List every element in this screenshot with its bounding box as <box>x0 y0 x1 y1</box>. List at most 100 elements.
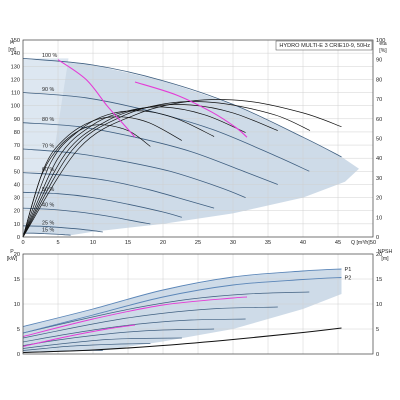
y-tick-label: 20 <box>14 252 20 258</box>
head-efficiency-panel: 100 % 90 % 80 % 70 % 60 % 50 % 40 % 25 % 15 % 0 10… <box>8 38 387 246</box>
y2-tick-label: 40 <box>376 156 382 162</box>
speed-curve-2 <box>22 122 278 185</box>
percent-label: 50 % <box>42 187 54 193</box>
y2-axis-label: eta <box>379 41 386 47</box>
y2-tick-label: 80 <box>376 77 382 83</box>
y-tick-label: 20 <box>14 209 20 215</box>
percent-label: 25 % <box>42 220 54 226</box>
y-tick-label: 40 <box>14 182 20 188</box>
speed-curve-8 <box>22 232 71 236</box>
y-tick-label: 130 <box>11 64 20 70</box>
y-axis-unit: [kW] <box>7 256 18 262</box>
y2-tick-label: 100 <box>376 38 385 44</box>
y2-tick-label: 30 <box>376 176 382 182</box>
x-tick-label: 50 <box>370 240 376 246</box>
y2-tick-label: 60 <box>376 117 382 123</box>
x-tick-label: 45 <box>335 240 341 246</box>
speed-curve-0 <box>22 58 342 158</box>
y2-tick-label: 20 <box>376 196 382 202</box>
x-axis-label: Q [m³/h] <box>351 240 370 246</box>
operating-range-area <box>23 58 359 236</box>
y2-tick-label: 20 <box>376 252 382 258</box>
y2-axis-unit: [m] <box>381 256 389 262</box>
y-tick-label: 0 <box>17 235 20 241</box>
power-curve-3 <box>22 328 215 346</box>
power-curve-2 <box>22 318 246 343</box>
y-tick-label: 0 <box>17 352 20 358</box>
y2-tick-label: 0 <box>376 352 379 358</box>
speed-curve-5 <box>22 191 183 218</box>
magenta-curve-0 <box>57 59 136 138</box>
y-tick-label: 10 <box>14 302 20 308</box>
y2-tick-label: 90 <box>376 58 382 64</box>
y-tick-label: 5 <box>17 327 20 333</box>
efficiency-curve-4 <box>22 110 215 238</box>
x-tick-label: 0 <box>21 240 24 246</box>
y-tick-label: 15 <box>14 277 20 283</box>
x-tick-label: 30 <box>230 240 236 246</box>
chart-title: HYDRO MULTI-E 3 CRIE10-9, 50Hz <box>279 43 370 49</box>
y2-tick-label: 5 <box>376 327 379 333</box>
y-tick-label: 80 <box>14 130 20 136</box>
efficiency-curve-6 <box>22 124 151 238</box>
x-tick-label: 20 <box>160 240 166 246</box>
x-tick-label: 15 <box>125 240 131 246</box>
y2-axis-unit: [%] <box>379 48 387 54</box>
x-tick-label: 25 <box>195 240 201 246</box>
x-tick-label: 10 <box>90 240 96 246</box>
series-label-p2: P2 <box>345 276 352 282</box>
y2-tick-label: 15 <box>376 277 382 283</box>
speed-curve-7 <box>22 225 103 233</box>
efficiency-curve-5 <box>22 116 183 238</box>
y2-tick-label: 10 <box>376 215 382 221</box>
y2-tick-label: 50 <box>376 137 382 143</box>
y-tick-label: 120 <box>11 77 20 83</box>
percent-label: 60 % <box>42 167 54 173</box>
x-tick-label: 5 <box>56 240 59 246</box>
y2-tick-label: 70 <box>376 97 382 103</box>
y-axis-unit: [m] <box>8 47 16 53</box>
y-tick-label: 60 <box>14 156 20 162</box>
series-label-p1: P1 <box>345 267 352 273</box>
x-tick-label: 40 <box>300 240 306 246</box>
percent-label: 90 % <box>42 87 54 93</box>
x-tick-label: 35 <box>265 240 271 246</box>
speed-curve-3 <box>22 148 246 198</box>
y-tick-label: 50 <box>14 169 20 175</box>
power-curve-5 <box>22 343 151 351</box>
y-tick-label: 150 <box>11 38 20 44</box>
percent-label: 80 % <box>42 117 54 123</box>
plot-frame <box>22 253 374 355</box>
y-tick-label: 140 <box>11 51 20 57</box>
magenta-power-1 <box>22 324 136 347</box>
speed-curve-6 <box>22 207 151 225</box>
speed-curve-4 <box>22 172 215 209</box>
title-box <box>275 40 373 51</box>
y2-tick-label: 0 <box>376 235 379 241</box>
series-line-p1 <box>22 268 342 327</box>
y2-tick-label: 10 <box>376 302 382 308</box>
npsh-curve <box>22 327 342 354</box>
y-tick-label: 30 <box>14 196 20 202</box>
percent-label: 15 % <box>42 228 54 234</box>
speed-curve-1 <box>22 92 310 172</box>
power-range-area <box>23 269 342 353</box>
magenta-power-0 <box>22 296 248 337</box>
series-line-p2 <box>22 277 342 334</box>
plot-frame <box>22 39 374 238</box>
y-tick-label: 110 <box>11 91 20 97</box>
y-tick-label: 100 <box>11 104 20 110</box>
y-tick-label: 70 <box>14 143 20 149</box>
y-tick-label: 10 <box>14 222 20 228</box>
y-axis-label: H <box>10 40 14 46</box>
power-curve-4 <box>22 337 182 349</box>
percent-label: 40 % <box>42 203 54 209</box>
percent-label: 100 % <box>42 53 57 59</box>
percent-label: 70 % <box>42 144 54 150</box>
power-curve-1 <box>22 306 278 339</box>
y2-axis-label: NPSH <box>378 249 393 255</box>
y-axis-label: P <box>10 249 14 255</box>
